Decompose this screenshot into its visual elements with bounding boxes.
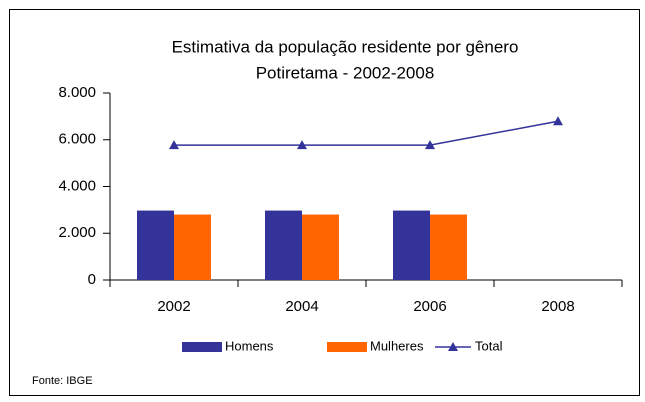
bar — [430, 214, 467, 280]
y-tick-label: 8.000 — [58, 84, 96, 101]
x-tick-label: 2004 — [285, 298, 318, 315]
chart-subtitle: Potiretama - 2002-2008 — [256, 63, 435, 82]
line-marker — [553, 116, 563, 126]
legend-marker — [448, 342, 458, 351]
bar — [137, 210, 174, 280]
line-marker — [297, 140, 307, 150]
legend-label: Total — [475, 338, 503, 353]
line-marker — [425, 140, 435, 150]
x-tick-label: 2006 — [413, 298, 446, 315]
source-note: Fonte: IBGE — [32, 375, 93, 387]
y-tick-label: 2.000 — [58, 224, 96, 241]
x-tick-label: 2002 — [157, 298, 190, 315]
legend-label: Mulheres — [370, 338, 424, 353]
y-tick-label: 0 — [88, 271, 96, 288]
line — [174, 120, 559, 146]
y-tick-label: 6.000 — [58, 131, 96, 148]
legend-swatch — [327, 342, 367, 352]
bar — [393, 210, 430, 280]
legend-label: Homens — [225, 338, 274, 353]
legend-swatch — [182, 342, 222, 352]
bar — [265, 210, 302, 280]
bar — [174, 214, 211, 280]
chart-title: Estimativa da população residente por gê… — [172, 37, 519, 56]
x-tick-label: 2008 — [541, 298, 574, 315]
y-tick-label: 4.000 — [58, 177, 96, 194]
line-marker — [169, 140, 179, 150]
chart-frame — [9, 9, 640, 396]
bar — [302, 214, 339, 280]
